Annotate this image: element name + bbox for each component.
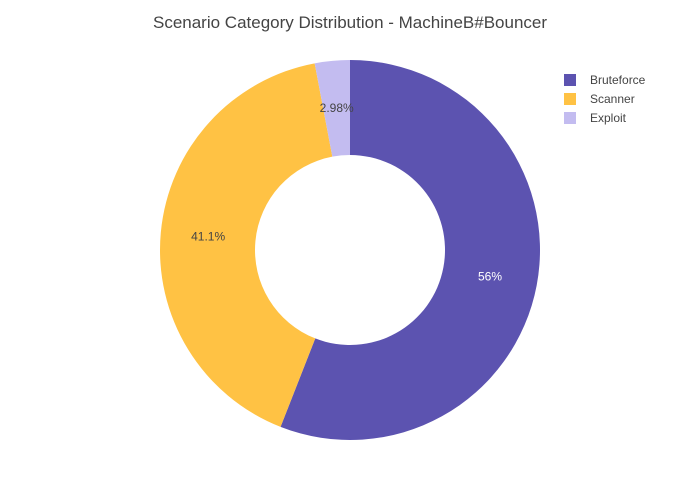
slice-label-scanner: 41.1% [191, 230, 225, 244]
legend-label-bruteforce: Bruteforce [590, 72, 646, 87]
legend-swatch-bruteforce [564, 73, 576, 86]
slice-label-bruteforce: 56% [478, 270, 502, 284]
slice-label-exploit: 2.98% [320, 101, 354, 115]
legend-item-exploit[interactable]: Exploit [564, 108, 645, 127]
legend-item-bruteforce[interactable]: Bruteforce [564, 70, 645, 89]
slice-scanner [159, 63, 333, 427]
legend-label-exploit: Exploit [590, 110, 627, 125]
legend-swatch-scanner [564, 92, 576, 105]
slice-exploit [314, 60, 350, 157]
chart-title: Scenario Category Distribution - Machine… [152, 13, 548, 32]
legend-label-scanner: Scanner [590, 91, 635, 106]
legend-swatch-exploit [564, 111, 576, 124]
legend-item-scanner[interactable]: Scanner [564, 89, 645, 108]
legend: Bruteforce Scanner Exploit [564, 70, 645, 127]
slice-bruteforce [280, 60, 540, 440]
